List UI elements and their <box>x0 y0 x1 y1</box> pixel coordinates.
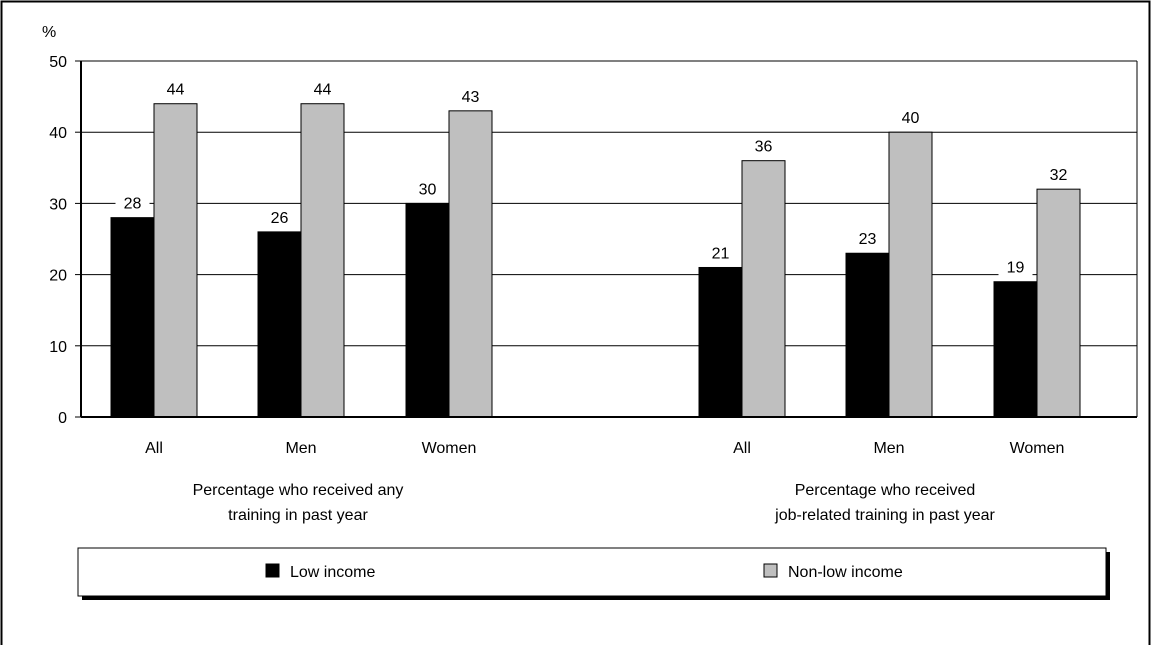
data-label-low-income-all: 28 <box>124 196 142 213</box>
y-tick-label: 40 <box>49 125 67 142</box>
x-tick-label-men: Men <box>873 440 904 457</box>
legend-swatch-non-low-income <box>763 563 778 578</box>
group-label-2: Percentage who received job-related trai… <box>774 482 995 524</box>
x-tick-label-all: All <box>145 440 163 457</box>
data-label-bg <box>410 178 445 201</box>
data-label-non-low-income-men: 44 <box>314 82 332 99</box>
data-label-bg <box>453 85 488 108</box>
bar-low-income-women <box>993 281 1038 418</box>
x-tick-label-all: All <box>733 440 751 457</box>
y-axis-unit: % <box>42 24 56 41</box>
legend-label-non-low-income: Non-low income <box>788 564 903 581</box>
group-label-line: Percentage who received any <box>193 482 404 499</box>
axes: 0 10 20 30 40 50 <box>49 54 1138 427</box>
x-tick-label-men: Men <box>285 440 316 457</box>
legend: Low income Non-low income <box>77 547 1110 600</box>
data-label-non-low-income-all: 44 <box>167 82 185 99</box>
bar-non-low-income-all <box>741 160 786 418</box>
bar-low-income-all <box>698 266 743 418</box>
data-label-bg <box>262 206 297 229</box>
data-label-bg <box>998 256 1033 279</box>
group-label-line: job-related training in past year <box>774 507 995 524</box>
data-label-bg <box>850 228 885 251</box>
bar-low-income-all <box>110 217 155 418</box>
data-label-non-low-income-women: 32 <box>1050 167 1068 184</box>
legend-swatch-low-income <box>265 563 280 578</box>
data-label-bg <box>1041 164 1076 187</box>
data-label-low-income-men: 23 <box>859 231 877 248</box>
data-label-non-low-income-men: 40 <box>902 110 920 127</box>
bar-non-low-income-men <box>888 131 933 418</box>
data-labels: 28 44 26 44 30 43 21 36 23 40 19 32 <box>115 78 1076 279</box>
data-label-bg <box>305 78 340 101</box>
group-label-line: Percentage who received <box>795 482 976 499</box>
y-tick-label: 30 <box>49 196 67 213</box>
x-tick-label-women: Women <box>422 440 477 457</box>
category-labels: All Men Women All Men Women <box>145 440 1064 457</box>
bar-non-low-income-men <box>300 103 345 418</box>
bar-low-income-men <box>257 231 302 418</box>
data-label-low-income-all: 21 <box>712 245 730 262</box>
bars <box>110 103 1081 418</box>
x-tick-label-women: Women <box>1010 440 1065 457</box>
legend-label-low-income: Low income <box>290 564 375 581</box>
bar-low-income-women <box>405 202 450 418</box>
data-label-low-income-men: 26 <box>271 210 289 227</box>
group-label-line: training in past year <box>228 507 368 524</box>
data-label-bg <box>746 135 781 158</box>
bar-non-low-income-women <box>448 110 493 418</box>
bar-non-low-income-women <box>1036 188 1081 418</box>
legend-box <box>77 547 1107 597</box>
bar-low-income-men <box>845 252 890 418</box>
data-label-bg <box>893 107 928 130</box>
data-label-low-income-women: 30 <box>419 181 437 198</box>
data-label-bg <box>158 78 193 101</box>
y-tick-label: 10 <box>49 339 67 356</box>
data-label-low-income-women: 19 <box>1007 260 1025 277</box>
y-tick-label: 0 <box>58 410 67 427</box>
data-label-bg <box>115 192 150 215</box>
data-label-non-low-income-all: 36 <box>755 139 773 156</box>
data-label-non-low-income-women: 43 <box>462 89 480 106</box>
bar-non-low-income-all <box>153 103 198 418</box>
gridlines <box>81 60 1137 347</box>
y-tick-label: 50 <box>49 54 67 71</box>
data-label-bg <box>703 242 738 265</box>
y-tick-label: 20 <box>49 268 67 285</box>
group-label-1: Percentage who received any training in … <box>193 482 404 524</box>
